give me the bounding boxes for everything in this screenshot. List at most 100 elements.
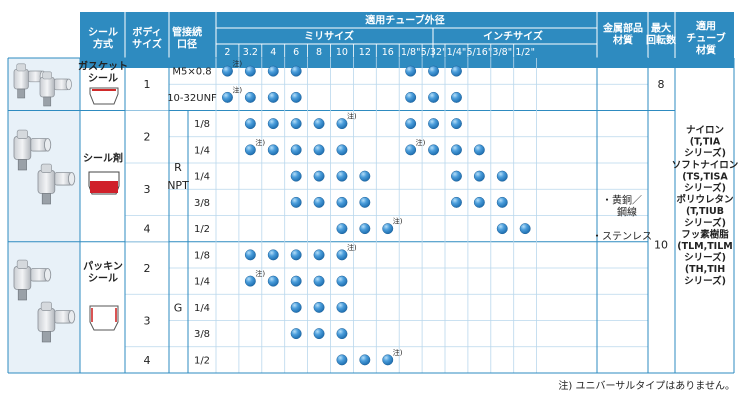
tube-size-label: 12 [359,47,371,58]
compatibility-dot [336,301,348,313]
compatibility-dot [313,249,325,261]
compatibility-dot [244,65,256,77]
compatibility-dot [428,118,439,130]
port-size-label: 10-32UNF [167,93,217,104]
compatibility-dot [244,91,256,103]
sealant-icon [90,181,118,193]
compatibility-dot [473,144,485,156]
compatibility-dot [451,118,462,130]
compatibility-dot [244,275,256,287]
note-mark: 注) [347,112,357,121]
compatibility-dot [336,275,348,287]
gasket-seal-icon [89,87,119,105]
note-mark: 注) [232,85,242,94]
seal-type-label: パッキンシール [83,261,123,285]
rotation-value: 10 [654,238,668,251]
port-size-label: 3/8 [194,329,210,340]
header-body-size: ボディサイズ [132,26,162,51]
body-size-label: 4 [144,354,151,367]
compatibility-dot [244,144,256,156]
compatibility-dot [313,275,325,287]
compatibility-dot [313,170,325,182]
compatibility-dot [313,144,325,156]
compatibility-dot [313,118,325,130]
compatibility-dot [451,144,462,156]
tube-size-label: 5/32" [421,47,447,58]
tube-size-label: 4 [270,47,276,58]
compatibility-dot [267,275,279,287]
thread-type-label: G [174,301,183,314]
compatibility-dot [222,65,233,77]
packing-seal-icon [91,308,117,322]
header-max-rotation: 最大回転数 [646,22,677,47]
header-band [80,12,734,68]
port-size-label: 1/2 [194,356,210,367]
tube-size-label: 1/8" [401,47,421,58]
compatibility-dot [267,91,279,103]
body-size-label: 1 [144,78,151,91]
header-inch-size: インチサイズ [483,30,543,43]
tube-size-label: 16 [382,47,394,58]
compatibility-dot [313,301,325,313]
note-mark: 注) [347,243,357,252]
fitting-image-gasket [39,71,72,107]
compatibility-dot [359,196,371,208]
compatibility-dot [496,223,508,235]
body-size-label: 4 [144,223,151,236]
port-size-label: 3/8 [194,198,210,209]
footnote: 注) ユニバーサルタイプはありません。 [558,379,735,392]
note-mark: 注) [255,269,265,278]
port-size-label: M5×0.8 [172,67,211,78]
tube-size-label: 8 [316,47,322,58]
compatibility-dot [336,170,348,182]
compatibility-dot [267,118,279,130]
compatibility-dot [290,196,302,208]
header-tube-od: 適用チューブ外径 [365,14,444,27]
compatibility-dot [290,91,302,103]
compatibility-dot [336,354,348,366]
compatibility-dot [336,249,348,261]
compatibility-dot [428,144,439,156]
compatibility-dot [451,196,462,208]
tube-size-label: 6 [293,47,299,58]
note-mark: 注) [393,217,403,226]
seal-type-label: シール剤 [83,152,123,165]
port-size-label: 1/4 [194,146,210,157]
compatibility-dot [336,144,348,156]
compatibility-dot [382,354,394,366]
compatibility-dot [428,91,439,103]
compatibility-dot [451,170,462,182]
header-port-size: 管接続口径 [172,26,202,51]
tube-size-label: 3/8" [492,47,512,58]
compatibility-dot [405,118,417,130]
note-mark: 注) [416,138,426,147]
fitting-image-packing [37,301,76,343]
body-size-label: 3 [144,183,151,196]
fitting-image-sealant [13,129,52,171]
seal-type-label: ガスケットシール [78,60,128,85]
note-mark: 注) [255,138,265,147]
compatibility-dot [451,65,462,77]
fitting-image-sealant [37,163,76,205]
thread-type-label: R NPT [167,161,189,192]
tube-size-label: 1/4" [447,47,467,58]
compatibility-dot [290,144,302,156]
note-mark: 注) [393,348,403,357]
header-seal-type: シール方式 [88,27,118,51]
compatibility-dot [382,223,394,235]
compatibility-dot [336,328,348,340]
compatibility-dot [405,144,417,156]
port-size-label: 1/4 [194,303,210,314]
compatibility-dot [267,144,279,156]
body-size-label: 2 [144,262,151,275]
port-size-label: 1/8 [194,119,210,130]
port-size-label: 1/8 [194,251,210,262]
compatibility-dot [290,301,302,313]
port-size-label: 1/4 [194,172,210,183]
compatibility-dot [405,65,417,77]
tube-material-text: ナイロン(T,TIA シリーズ)ソフトナイロン(TS,TISA シリーズ)ポリウレタ… [672,125,739,287]
compatibility-dot [244,118,256,130]
compatibility-dot [267,65,279,77]
compatibility-dot [473,196,485,208]
tube-size-label: 3.2 [243,47,258,58]
